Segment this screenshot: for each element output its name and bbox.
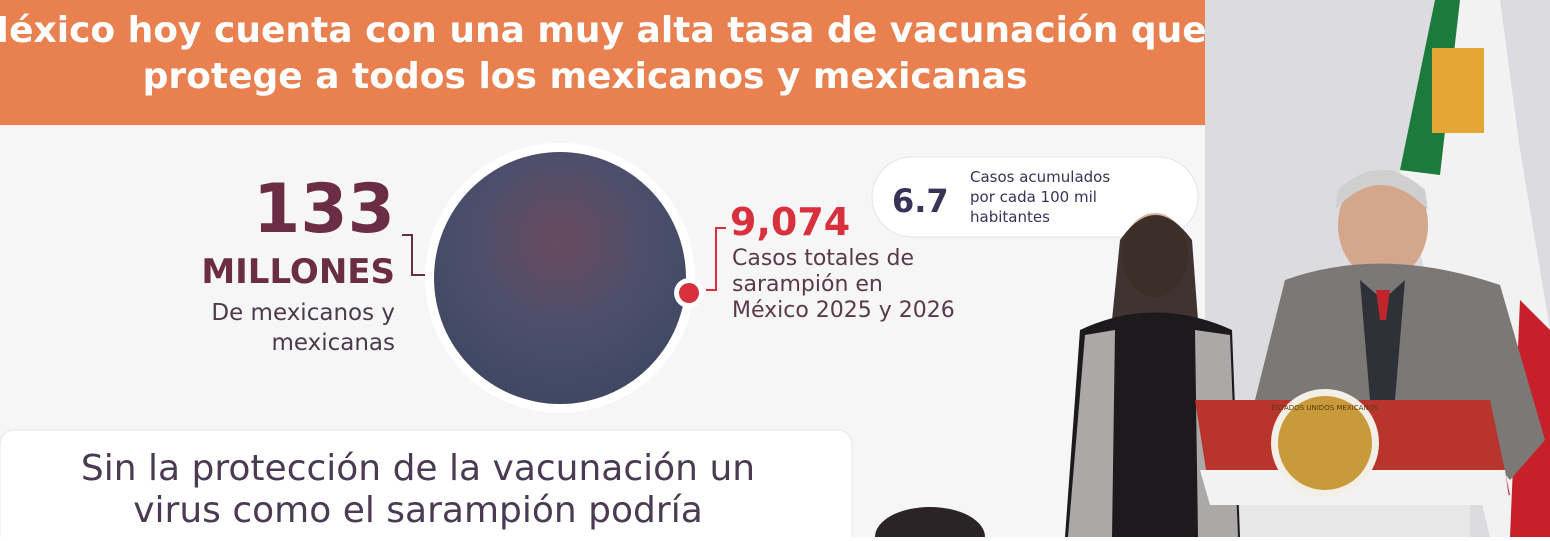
connector xyxy=(402,234,425,276)
rate-text: habitantes xyxy=(970,208,1050,226)
circle xyxy=(434,152,686,404)
person-head xyxy=(1338,170,1428,280)
population-number: 133 xyxy=(253,170,395,249)
person-jacket xyxy=(1068,330,1238,537)
dot xyxy=(679,283,699,303)
flag-tassel xyxy=(1432,48,1484,133)
audience-head xyxy=(875,507,985,541)
note-text: Sin la protección de la vacunación un xyxy=(81,448,755,489)
banner-line: México hoy cuenta con una muy alta tasa … xyxy=(0,10,1207,51)
seal-text: ESTADOS UNIDOS MEXICANOS xyxy=(1271,404,1379,412)
population-unit: MILLONES xyxy=(201,252,395,292)
rate-text: Casos acumulados xyxy=(970,168,1110,186)
seal xyxy=(1278,396,1372,490)
banner-line: protege a todos los mexicanos y mexicana… xyxy=(143,56,1028,97)
connector xyxy=(706,227,726,291)
banner xyxy=(0,0,1205,125)
rate-box xyxy=(871,156,1199,238)
population-text: De mexicanos y xyxy=(211,300,395,326)
note-box xyxy=(0,429,853,541)
note-text: virus como el sarampión podría xyxy=(133,490,703,531)
rate-number: 6.7 xyxy=(892,182,949,220)
cases-text: México 2025 y 2026 xyxy=(732,298,955,323)
person-tie xyxy=(1376,290,1390,320)
cases-text: Casos totales de xyxy=(732,246,914,271)
cases-number: 9,074 xyxy=(730,200,850,244)
person-hair xyxy=(1112,215,1198,320)
person-hair xyxy=(1335,170,1428,210)
cases-text: sarampión en xyxy=(732,272,883,297)
rate-text: por cada 100 mil xyxy=(970,188,1097,206)
podium-stand xyxy=(1240,505,1470,537)
person-vest xyxy=(1360,280,1405,400)
population-text: mexicanas xyxy=(271,330,395,356)
